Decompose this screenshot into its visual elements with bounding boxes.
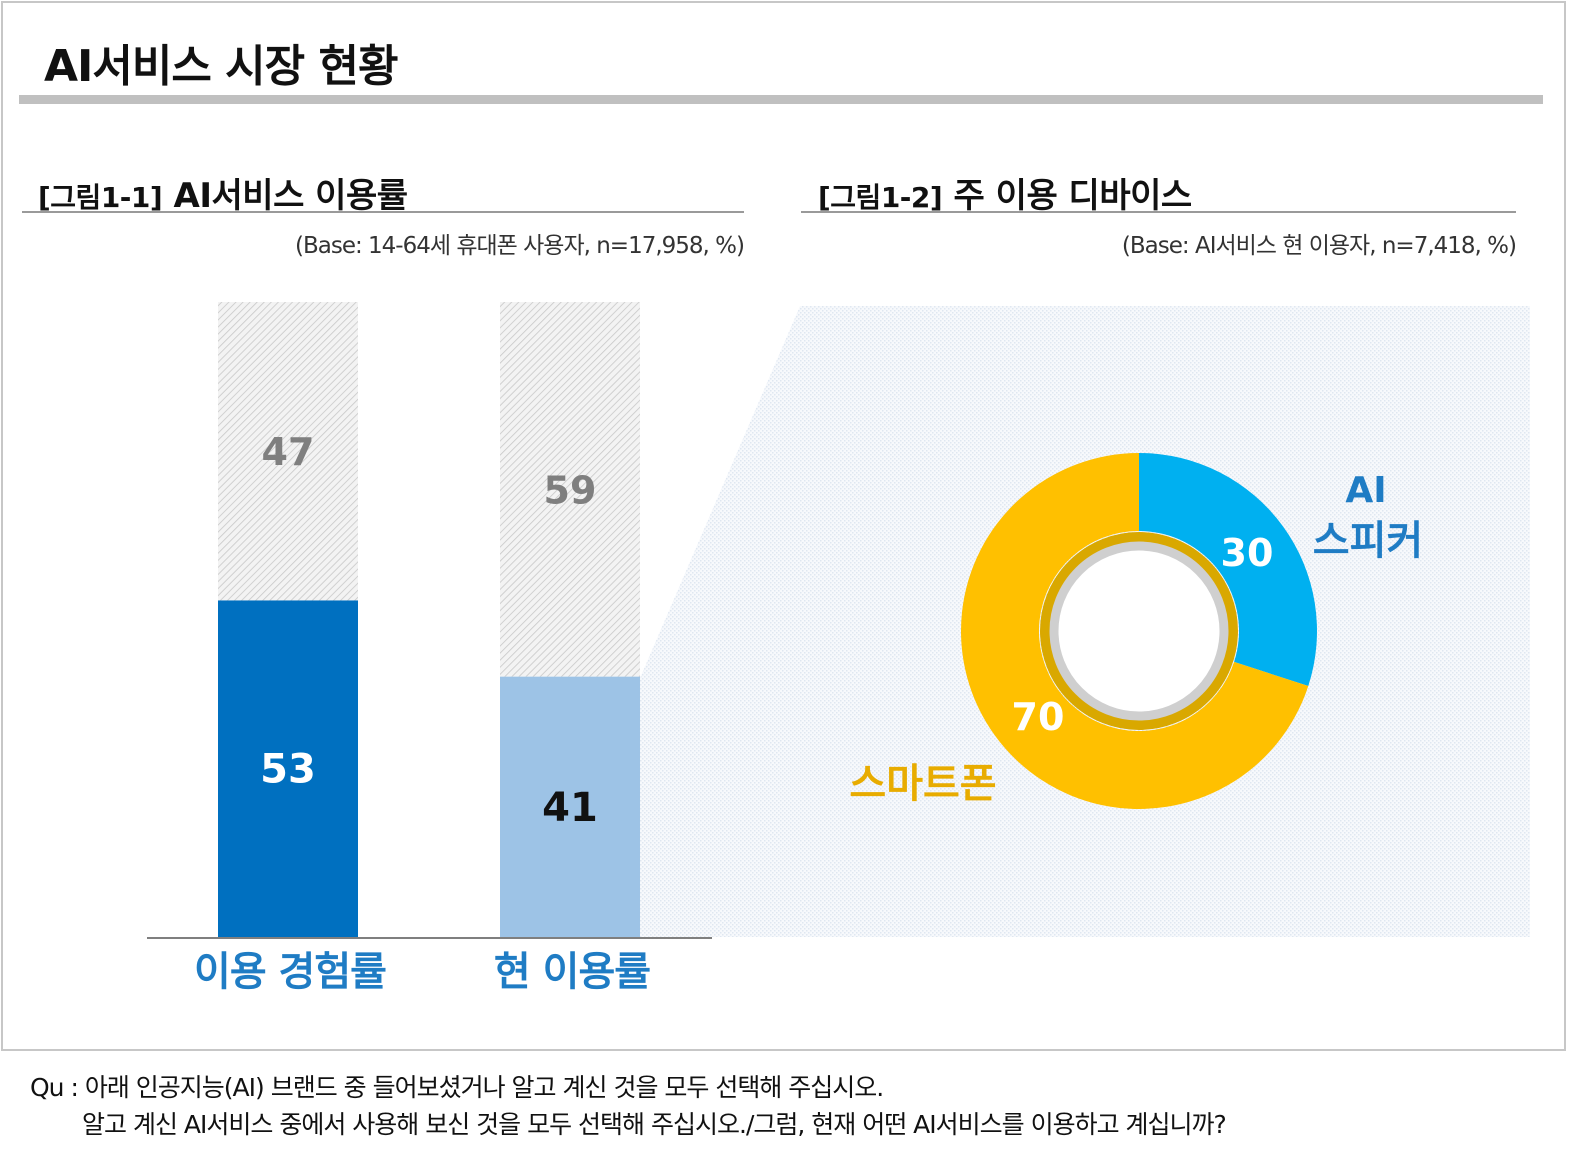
bar-chart: 47 53 이용 경험률 59 41 현 이용률: [194, 302, 651, 995]
figure-2-title-text: 주 이용 디바이스: [953, 176, 1193, 216]
donut-hole: [1049, 541, 1229, 721]
donut-value-label-2: 70: [1012, 695, 1065, 739]
donut-slice-2: [961, 453, 1309, 809]
donut-slice-1: [1139, 453, 1317, 687]
donut-label-ai-speaker-line1: AI: [1345, 470, 1386, 511]
figure-1-title-text: AI서비스 이용률: [173, 176, 408, 216]
bar-upper-1: [218, 302, 358, 601]
figure-1-rule: [22, 211, 744, 213]
figure-2-base-note: (Base: AI서비스 현 이용자, n=7,418, %): [1121, 233, 1517, 259]
figure-1-title: [그림1-1] AI서비스 이용률: [38, 168, 408, 217]
footnote-line-2: 알고 계신 AI서비스 중에서 사용해 보신 것을 모두 선택해 주십시오./그…: [82, 1110, 1227, 1139]
category-label-2: 현 이용률: [494, 949, 650, 995]
figure-1-tag: [그림1-1]: [38, 181, 163, 214]
bar-lower-2: [500, 676, 640, 937]
bar-lower-label-1: 53: [260, 747, 316, 793]
title-underline: [19, 95, 1543, 104]
bar-upper-label-2: 59: [544, 468, 597, 512]
chart-frame: [1, 1, 1566, 1051]
figure-2-tag: [그림1-2]: [818, 181, 943, 214]
figure-2-title: [그림1-2] 주 이용 디바이스: [818, 168, 1192, 217]
donut-inner-shadow-ring: [1040, 532, 1238, 730]
bar-lower-label-2: 41: [542, 785, 598, 831]
figure-1-base-note: (Base: 14-64세 휴대폰 사용자, n=17,958, %): [294, 233, 745, 259]
donut-label-smartphone: 스마트폰: [849, 761, 996, 807]
bar-lower-1: [218, 600, 358, 937]
bar-upper-label-1: 47: [262, 430, 315, 474]
footnote-line-1: Qu : 아래 인공지능(AI) 브랜드 중 들어보셨거나 알고 계신 것을 모…: [30, 1073, 884, 1102]
donut-value-label-1: 30: [1221, 531, 1274, 575]
figure-2-rule: [801, 211, 1516, 213]
bar-upper-2: [500, 302, 640, 677]
category-label-1: 이용 경험률: [194, 949, 386, 995]
page-title: AI서비스 시장 현황: [44, 41, 398, 92]
donut-label-ai-speaker-line2: 스피커: [1313, 518, 1423, 564]
